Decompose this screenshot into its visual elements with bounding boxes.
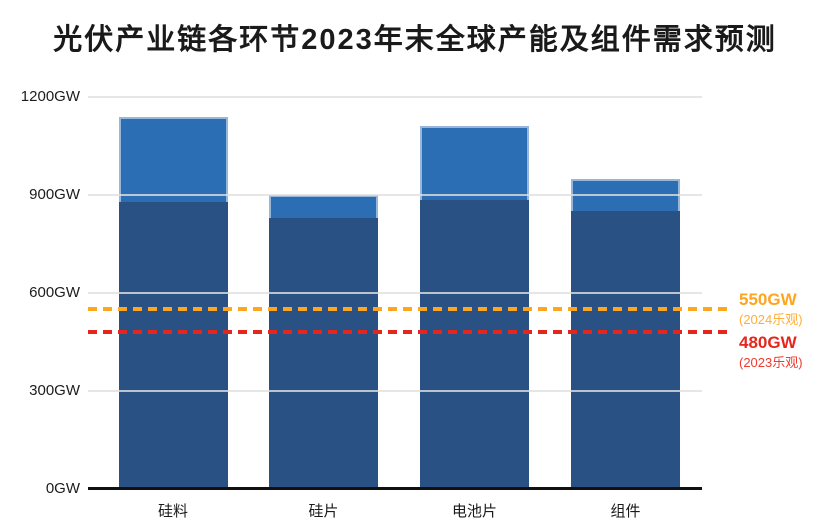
bar-segment-dark [420, 199, 529, 489]
ref-sublabel-2024: (2024乐观) [739, 312, 803, 327]
ref-sublabel-2023: (2023乐观) [739, 355, 803, 370]
bar-1 [269, 195, 378, 489]
gridline-900gw [88, 194, 702, 196]
x-tick-label: 硅料 [157, 503, 188, 520]
x-tick-label: 电池片 [451, 503, 497, 520]
bar-segment-dark [269, 217, 378, 489]
y-tick-label: 0GW [45, 480, 80, 497]
y-tick-label: 300GW [29, 382, 80, 399]
ref-line-550gw [88, 307, 728, 312]
gridline-1200gw [88, 96, 702, 98]
ref-line-480gw [88, 330, 728, 335]
x-tick-label: 组件 [610, 503, 641, 520]
bar-0 [118, 116, 228, 489]
y-axis: 0GW 300GW 600GW 900GW 1200GW [0, 85, 80, 497]
y-tick-label: 600GW [29, 284, 80, 301]
x-axis-line [88, 487, 702, 490]
ref-label-550gw: 550GW [739, 290, 797, 309]
ref-label-480gw: 480GW [739, 333, 797, 352]
plot-area [88, 85, 728, 490]
gridline-300gw [88, 390, 702, 392]
y-tick-label: 900GW [29, 186, 80, 203]
bar-segment-dark [571, 211, 680, 489]
reference-line-annotations: 550GW (2024乐观) 480GW (2023乐观) [739, 290, 829, 373]
gridline-600gw [88, 292, 702, 294]
bar-segment-dark [118, 201, 228, 489]
x-tick-label: 硅片 [308, 503, 339, 520]
chart-title: 光伏产业链各环节2023年末全球产能及组件需求预测 [53, 24, 777, 56]
y-tick-label: 1200GW [20, 88, 80, 105]
x-axis: 硅料 硅片 电池片 组件 [88, 497, 702, 520]
